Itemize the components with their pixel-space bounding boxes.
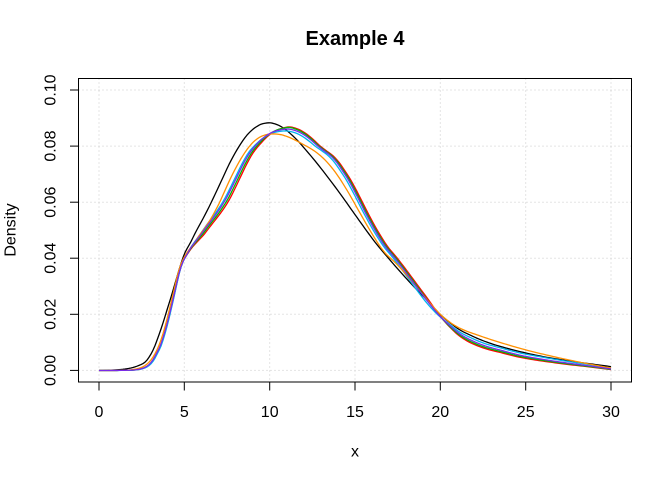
svg-text:5: 5 bbox=[180, 404, 189, 421]
svg-text:0: 0 bbox=[95, 404, 104, 421]
svg-text:Example 4: Example 4 bbox=[306, 28, 406, 50]
svg-text:0.10: 0.10 bbox=[43, 74, 60, 105]
svg-text:0.06: 0.06 bbox=[43, 187, 60, 218]
svg-text:20: 20 bbox=[431, 404, 449, 421]
svg-text:30: 30 bbox=[602, 404, 620, 421]
svg-text:Density: Density bbox=[3, 203, 20, 256]
svg-text:25: 25 bbox=[517, 404, 535, 421]
svg-text:15: 15 bbox=[346, 404, 364, 421]
svg-text:0.08: 0.08 bbox=[43, 130, 60, 161]
svg-text:0.04: 0.04 bbox=[43, 243, 60, 274]
svg-text:10: 10 bbox=[261, 404, 279, 421]
svg-text:0.02: 0.02 bbox=[43, 299, 60, 330]
svg-text:x: x bbox=[351, 444, 359, 461]
svg-text:0.00: 0.00 bbox=[43, 355, 60, 386]
